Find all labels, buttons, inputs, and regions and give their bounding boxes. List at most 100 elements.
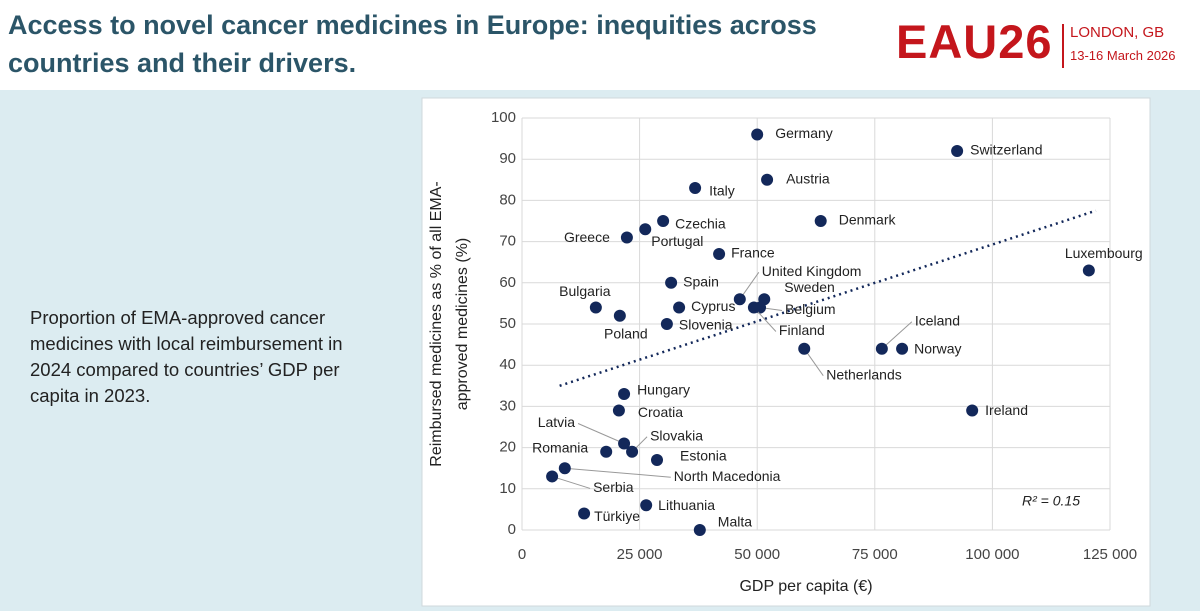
data-point [713,247,726,260]
logo-name: EAU26 [896,15,1053,68]
point-label: Spain [683,274,719,290]
data-point [600,445,613,458]
x-tick-label: 25 000 [617,546,663,563]
point-label: United Kingdom [762,263,862,279]
data-point [613,309,626,322]
plot: 0 10 20 30 40 50 60 70 80 90 100 0 25 000 50 000 75 00… [428,109,1142,595]
x-tick-label: 75 000 [852,546,898,563]
point-label: France [731,245,775,261]
point-label: Austria [786,171,830,187]
point-label: Italy [709,183,735,199]
x-tick-label: 0 [518,546,526,563]
data-point [747,301,760,314]
description: Proportion of EMA-approved cancer medici… [30,307,343,406]
data-point [951,144,964,157]
chart-panel [421,97,1151,607]
point-label: Latvia [538,414,576,430]
data-point [751,128,764,141]
point-label: Netherlands [826,366,902,382]
y-tick-label: 60 [499,274,516,291]
y-axis-title: Reimbursed medicines as % of all EMA- [428,181,445,466]
r-squared: R² = 0.15 [1022,493,1080,509]
data-point [660,318,673,330]
x-tick-label: 50 000 [734,546,780,563]
slide-title: Access to novel cancer medicines in Euro… [8,10,817,78]
data-point [1082,264,1095,277]
y-axis-title: approved medicines (%) [454,238,471,411]
data-point [618,437,631,450]
y-tick-label: 90 [499,150,516,167]
y-tick-label: 0 [508,521,516,538]
data-point [798,342,811,355]
point-label: Romania [532,439,588,455]
point-label: Sweden [784,279,835,295]
point-label: Hungary [637,382,690,398]
y-tick-label: 50 [499,315,516,332]
point-label: Switzerland [970,142,1042,158]
point-label: Türkiye [594,508,640,524]
point-label: Finland [779,322,825,338]
data-point [639,223,652,236]
point-label: North Macedonia [674,468,781,484]
leader-line [564,467,671,478]
y-tick-label: 70 [499,233,516,250]
point-label: Portugal [651,233,703,249]
point-label: Malta [718,514,752,530]
data-point [589,301,602,314]
data-point [558,462,571,475]
point-label: Slovakia [650,427,703,443]
y-tick-label: 30 [499,397,516,414]
point-label: Ireland [985,402,1028,418]
logo-divider [1062,24,1064,68]
point-label: Bulgaria [559,283,611,299]
data-point [966,404,979,417]
data-point [665,276,678,289]
leader-line [551,475,591,489]
y-tick-label: 20 [499,439,516,456]
point-label: Serbia [593,479,634,495]
data-point [626,445,639,458]
point-label: Czechia [675,216,726,232]
point-label: Croatia [638,404,683,420]
data-point [657,215,670,227]
point-label: Denmark [839,212,897,228]
point-label: Belgium [785,301,836,317]
data-point [618,388,631,401]
logo-dates: 13-16 March 2026 [1070,48,1176,63]
data-point [761,173,774,186]
data-point [651,453,664,466]
point-label: Germany [775,125,833,141]
data-point [546,470,559,483]
point-label: Slovenia [679,317,733,333]
y-tick-label: 80 [499,191,516,208]
point-label: Iceland [915,312,960,328]
point-label: Poland [604,325,648,341]
y-tick-label: 10 [499,480,516,497]
point-label: Estonia [680,448,727,464]
data-point [693,524,706,536]
point-label: Lithuania [658,497,715,513]
data-point [612,404,625,417]
data-point [875,342,888,355]
data-point [689,182,702,195]
data-point [896,342,909,355]
point-label: Norway [914,340,961,356]
data-point [733,293,746,306]
logo-city: LONDON, GB [1070,24,1165,41]
x-tick-label: 125 000 [1083,546,1137,563]
logo: EAU26 LONDON, GB 13-16 March 2026 [896,14,1196,74]
x-tick-label: 100 000 [965,546,1019,563]
leader-line [881,321,913,350]
point-label: Luxembourg [1065,245,1143,261]
trendline [559,209,1097,387]
data-point [673,301,686,314]
data-point [640,499,653,512]
leader-line [577,423,625,444]
y-tick-label: 40 [499,356,516,373]
data-point [620,231,633,244]
y-tick-label: 100 [491,109,516,126]
point-label: Greece [564,229,610,245]
point-label: Cyprus [691,298,735,314]
